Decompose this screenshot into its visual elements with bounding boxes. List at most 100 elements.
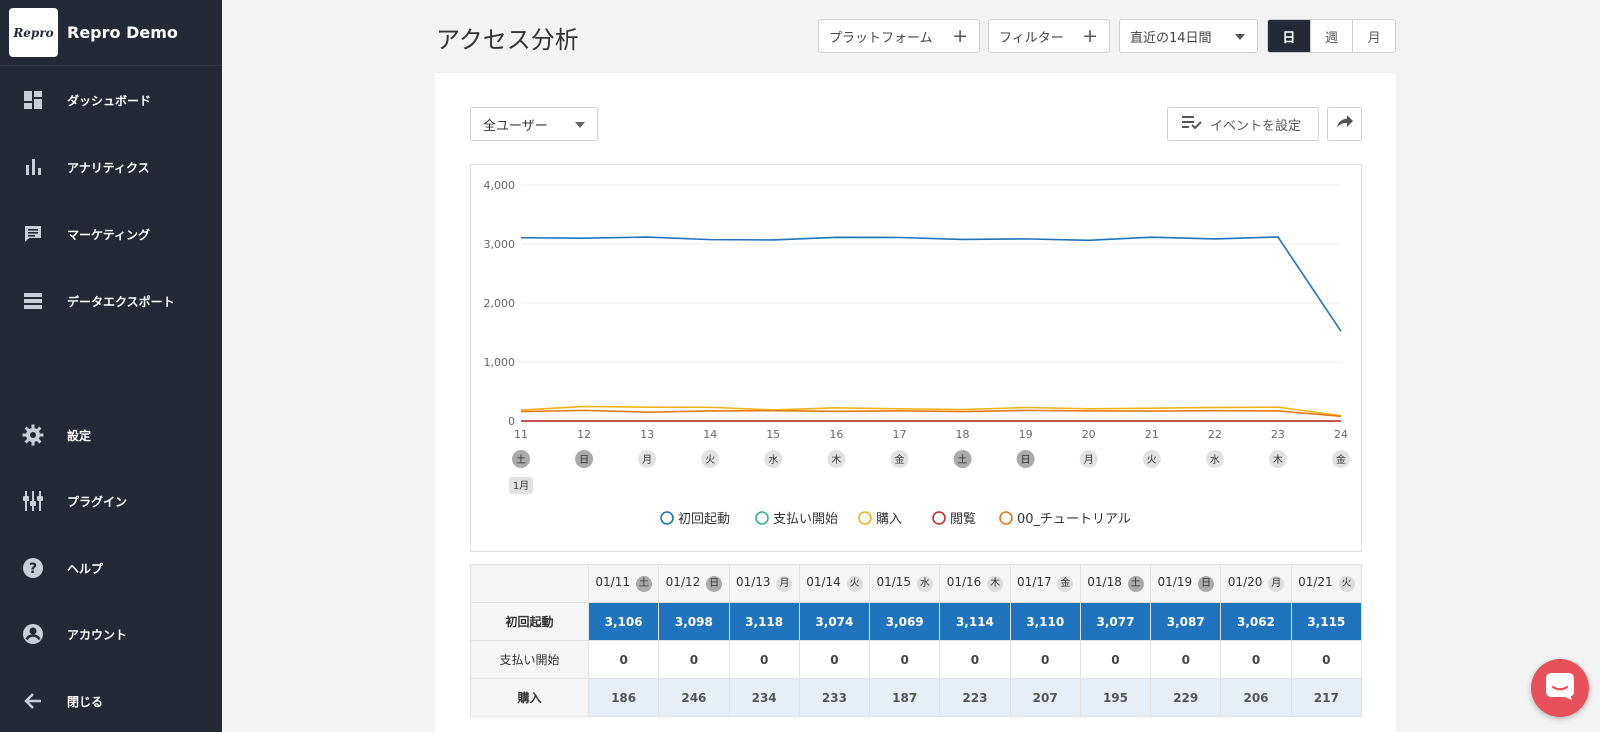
column-date: 01/20 (1227, 575, 1267, 589)
weekday-badge: 木 (987, 576, 1004, 592)
set-event-label: イベントを設定 (1210, 118, 1302, 134)
sidebar-item-help[interactable]: ? ヘルプ (0, 548, 222, 588)
table-cell: 229 (1150, 678, 1222, 717)
weekday-badge: 土 (1127, 576, 1144, 592)
sidebar-item-account[interactable]: アカウント (0, 614, 222, 654)
x-tick-label: 22 (1208, 428, 1222, 441)
weekday-label: 金 (1336, 453, 1346, 466)
weekday-badge (764, 450, 783, 468)
sidebar-item-close[interactable]: 閉じる (0, 681, 222, 721)
sidebar-item-data-export[interactable]: データエクスポート (0, 281, 222, 321)
sidebar-item-label: アナリティクス (67, 160, 150, 175)
plus-icon: + (952, 25, 968, 47)
set-event-button[interactable]: イベントを設定 (1167, 107, 1319, 141)
legend-label: 閲覧 (950, 511, 976, 527)
weekday-label: 月 (1084, 454, 1094, 466)
weekday-label: 水 (1210, 454, 1220, 466)
sidebar-item-analytics[interactable]: アナリティクス (0, 147, 222, 187)
weekday-badge: 土 (635, 576, 652, 592)
weekday-badge (1268, 450, 1287, 468)
data-table: 01/11 土 01/12 日 01/13 月 01/14 火 01/15 水 01/16… (470, 564, 1362, 732)
legend-label: 購入 (876, 512, 902, 527)
column-date: 01/11 (595, 575, 634, 589)
weekday-badge (1016, 450, 1035, 468)
table-row: 初回起動 3,106 3,098 3,118 3,074 3,069 3,114 3,110 3… (470, 602, 1362, 641)
table-cell: 187 (869, 678, 941, 717)
brand[interactable]: Repro Repro Demo (0, 0, 222, 66)
table-cell: 3,087 (1150, 602, 1222, 641)
arrow-left-icon (22, 690, 44, 712)
month-label: 1月 (513, 480, 529, 492)
table-cell: 0 (587, 640, 660, 679)
bar-chart-icon (22, 156, 44, 178)
table-cell: 217 (1290, 678, 1362, 717)
filter-button[interactable]: フィルター + (988, 19, 1110, 53)
period-select[interactable]: 直近の14日間 (1119, 19, 1258, 53)
sidebar-item-settings[interactable]: 設定 (0, 415, 222, 455)
weekday-badge: 火 (1338, 576, 1355, 592)
table-cell: 3,110 (1009, 602, 1081, 641)
table-corner (470, 564, 589, 603)
account-icon (22, 623, 44, 645)
table-cell: 3,062 (1220, 602, 1292, 641)
x-tick-label: 19 (1019, 428, 1033, 441)
page-title: アクセス分析 (436, 26, 579, 54)
column-header: 01/20 月 (1220, 564, 1292, 603)
granularity-week[interactable]: 週 (1309, 20, 1353, 52)
legend-marker (999, 511, 1013, 525)
sidebar-item-label: ダッシュボード (67, 93, 152, 108)
x-tick-label: 18 (956, 428, 970, 441)
weekday-badge: 水 (916, 576, 933, 592)
column-header: 01/14 火 (798, 564, 871, 603)
chat-button[interactable] (1531, 659, 1589, 717)
message-icon (22, 223, 44, 245)
table-cell: 3,106 (587, 602, 660, 641)
share-button[interactable] (1327, 107, 1362, 141)
weekday-badge (890, 450, 909, 468)
row-label: 購入 (470, 678, 589, 717)
sidebar-item-dashboard[interactable]: ダッシュボード (0, 80, 222, 120)
legend-label: 初回起動 (678, 512, 730, 527)
column-header: 01/21 火 (1290, 564, 1362, 603)
column-header: 01/13 月 (728, 564, 800, 603)
user-segment-select[interactable]: 全ユーザー (470, 107, 598, 141)
column-date: 01/13 (735, 575, 775, 589)
legend-label: 00_チュートリアル (1017, 512, 1131, 527)
table-cell: 233 (798, 678, 871, 717)
table-cell: 0 (939, 640, 1011, 679)
granularity-month[interactable]: 月 (1352, 20, 1395, 52)
svg-text:?: ? (29, 561, 37, 577)
chat-icon (1545, 672, 1575, 704)
plus-icon: + (1082, 25, 1098, 47)
column-date: 01/15 (876, 575, 915, 589)
chevron-down-icon (575, 122, 585, 128)
column-date: 01/12 (665, 575, 705, 589)
weekday-label: 月 (642, 454, 652, 466)
sidebar-item-label: プラグイン (67, 494, 128, 509)
y-tick-label: 3,000 (484, 238, 516, 251)
data-table-grid: 01/11 土 01/12 日 01/13 月 01/14 火 01/15 水 01/16… (470, 564, 1362, 717)
gear-icon (22, 424, 44, 446)
table-cell: 3,077 (1079, 602, 1152, 641)
table-cell: 0 (658, 640, 730, 679)
table-cell: 3,115 (1290, 602, 1362, 641)
help-icon: ? (22, 557, 44, 579)
weekday-label: 水 (768, 454, 778, 466)
series-line (520, 236, 1342, 332)
granularity-day[interactable]: 日 (1268, 20, 1310, 52)
legend-label: 支払い開始 (773, 512, 838, 527)
share-icon (1336, 114, 1354, 134)
weekday-badge (953, 450, 972, 468)
row-label: 初回起動 (470, 602, 589, 641)
sidebar-item-plugins[interactable]: プラグイン (0, 481, 222, 521)
weekday-label: 土 (516, 453, 526, 466)
sidebar-item-marketing[interactable]: マーケティング (0, 214, 222, 254)
column-header: 01/15 水 (869, 564, 941, 603)
platform-label: プラットフォーム (829, 30, 933, 46)
weekday-badge: 月 (776, 576, 793, 592)
column-header: 01/12 日 (658, 564, 730, 603)
x-tick-label: 15 (766, 428, 780, 441)
platform-button[interactable]: プラットフォーム + (818, 19, 980, 53)
plugin-icon (22, 490, 44, 512)
table-cell: 0 (798, 640, 871, 679)
